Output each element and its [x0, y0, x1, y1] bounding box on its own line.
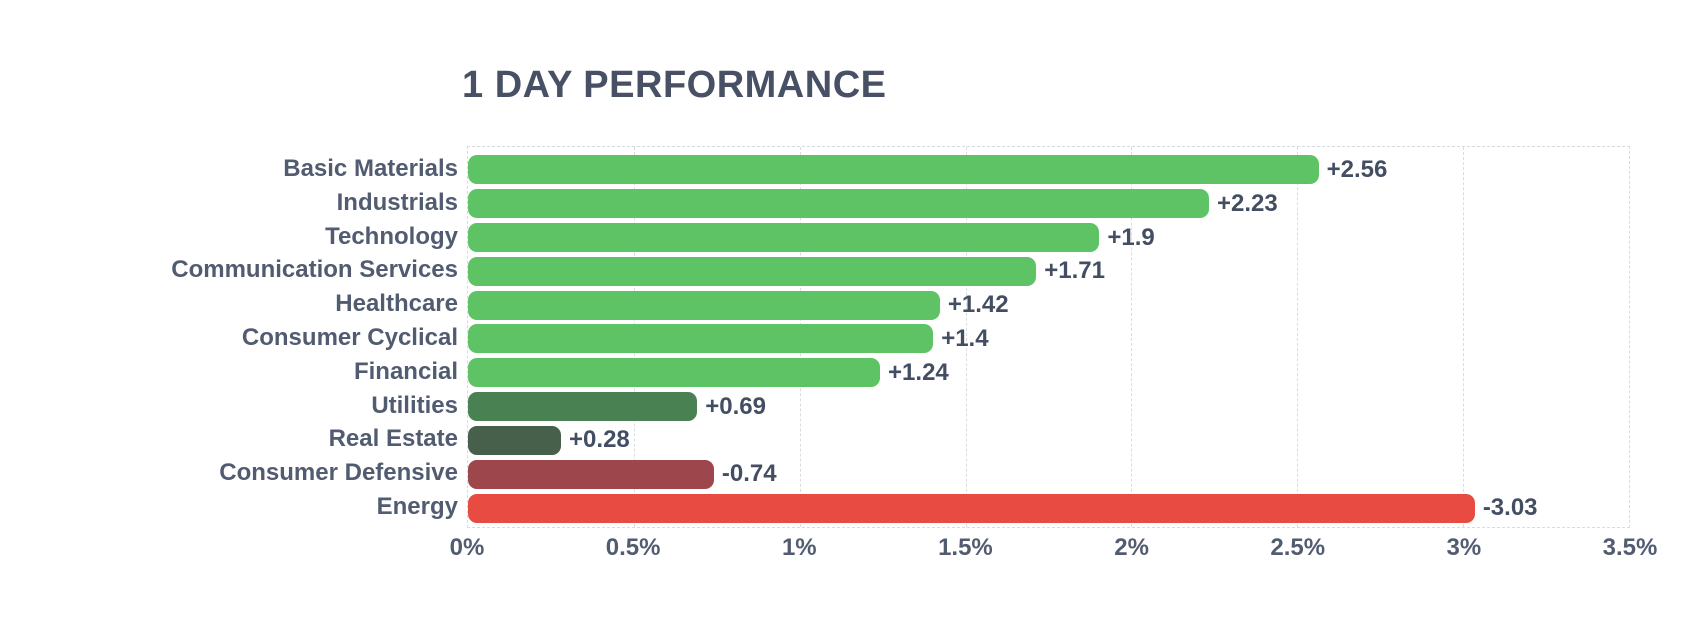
gridline: [1463, 147, 1465, 527]
x-tick-label: 2%: [1114, 534, 1149, 561]
bar-value-label: +0.28: [569, 426, 630, 454]
bar-value-label: +1.71: [1044, 257, 1105, 285]
category-label-consumer-defensive: Consumer Defensive: [219, 459, 458, 487]
bar-real-estate: [468, 425, 562, 455]
category-label-financial: Financial: [353, 357, 458, 385]
bar-energy: [468, 493, 1475, 523]
bar-consumer-cyclical: [468, 324, 934, 354]
plot-area: +2.56 +2.23 +1.9 +1.71 +1.42 +1.4 +1.24 +0.69 +0…: [467, 146, 1630, 528]
gridline: [965, 147, 967, 527]
bar-value-label: +1.9: [1107, 223, 1155, 251]
bar-consumer-defensive: [468, 459, 714, 489]
gridline: [1297, 147, 1299, 527]
bar-communication-services: [468, 256, 1037, 286]
bar-value-label: +2.23: [1216, 189, 1278, 217]
bar-value-label: -3.03: [1482, 494, 1538, 522]
category-label-industrials: Industrials: [336, 188, 458, 216]
bar-row: +1.24: [468, 356, 1706, 390]
bar-value-label: -0.74: [721, 460, 777, 488]
bar-row: +0.69: [468, 390, 1706, 424]
chart-title: 1 DAY PERFORMANCE: [462, 64, 887, 106]
bar-row: +1.42: [468, 288, 1706, 322]
bar-healthcare: [468, 290, 940, 320]
bar-row: +1.71: [468, 254, 1706, 288]
bar-row: +2.56: [468, 153, 1706, 187]
bar-row: +1.4: [468, 322, 1706, 356]
x-tick-label: 3.5%: [1602, 534, 1658, 561]
bar-row: +0.28: [468, 424, 1706, 458]
x-tick-label: 1.5%: [938, 534, 993, 561]
category-label-real-estate: Real Estate: [328, 425, 458, 453]
x-tick-label: 0.5%: [605, 534, 661, 561]
gridline: [1131, 147, 1133, 527]
bar-row: -0.74: [468, 457, 1706, 491]
x-tick-label: 0%: [449, 534, 485, 561]
bar-row: +2.23: [468, 187, 1706, 221]
bar-row: -3.03: [468, 491, 1706, 525]
category-label-basic-materials: Basic Materials: [283, 154, 458, 182]
bar-value-label: +1.42: [947, 291, 1009, 319]
category-label-technology: Technology: [325, 222, 458, 250]
bar-financial: [468, 358, 881, 388]
bar-utilities: [468, 392, 698, 422]
category-label-communication-services: Communication Services: [171, 256, 458, 284]
x-tick-label: 2.5%: [1270, 534, 1326, 561]
bar-technology: [468, 223, 1100, 253]
bar-value-label: +2.56: [1326, 155, 1388, 183]
bar-value-label: +1.4: [941, 324, 989, 352]
bar-row: +1.9: [468, 221, 1706, 255]
category-label-energy: Energy: [376, 493, 458, 521]
x-tick-label: 1%: [781, 534, 817, 561]
bar-value-label: +0.69: [705, 392, 766, 420]
bar-industrials: [468, 189, 1209, 219]
category-label-consumer-cyclical: Consumer Cyclical: [241, 323, 458, 351]
category-label-utilities: Utilities: [371, 391, 458, 419]
category-label-healthcare: Healthcare: [335, 290, 458, 318]
bar-value-label: +1.24: [888, 358, 949, 386]
bar-basic-materials: [468, 155, 1319, 185]
x-tick-label: 3%: [1446, 534, 1482, 561]
